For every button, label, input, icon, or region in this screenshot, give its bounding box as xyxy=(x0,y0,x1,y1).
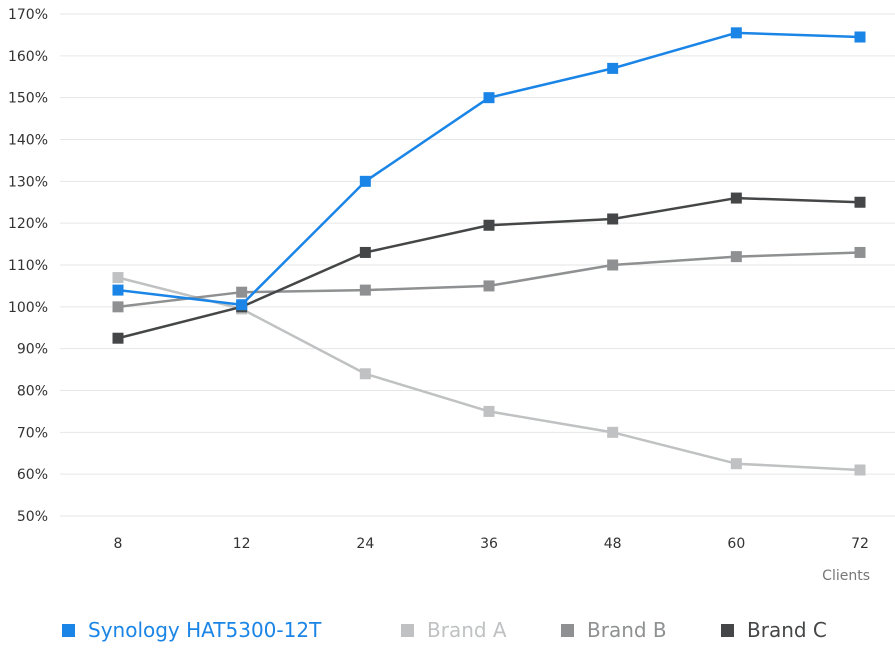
y-tick-label: 170% xyxy=(8,7,48,23)
data-point-marker xyxy=(359,246,371,258)
x-tick-label: 12 xyxy=(233,536,251,552)
x-tick-label: 8 xyxy=(114,536,123,552)
data-point-marker xyxy=(112,284,124,296)
y-tick-label: 80% xyxy=(17,384,48,400)
series-line-2 xyxy=(117,251,861,309)
data-point-marker xyxy=(483,219,495,231)
y-tick-label: 120% xyxy=(8,216,48,232)
data-point-marker xyxy=(359,368,371,380)
legend-swatch-brand-b xyxy=(561,623,574,637)
data-point-marker xyxy=(854,196,866,208)
data-point-marker xyxy=(854,464,866,476)
y-tick-label: 150% xyxy=(8,91,48,107)
data-point-marker xyxy=(236,286,248,298)
y-tick-label: 50% xyxy=(17,509,48,525)
y-tick-label: 140% xyxy=(8,133,48,149)
y-tick-label: 110% xyxy=(8,258,48,274)
legend-label-brand-b: Brand B xyxy=(587,618,667,642)
data-point-marker xyxy=(483,405,495,417)
x-tick-label: 24 xyxy=(356,536,374,552)
data-point-marker xyxy=(730,27,742,39)
data-point-marker xyxy=(359,284,371,296)
legend-item-brand-a[interactable]: Brand A xyxy=(401,618,507,642)
legend-label-synology: Synology HAT5300-12T xyxy=(88,618,322,642)
y-tick-label: 100% xyxy=(8,300,48,316)
data-point-marker xyxy=(607,213,619,225)
data-point-marker xyxy=(730,458,742,470)
y-tick-label: 60% xyxy=(17,467,48,483)
data-point-marker xyxy=(359,175,371,187)
x-tick-label: 60 xyxy=(727,536,745,552)
y-tick-label: 90% xyxy=(17,342,48,358)
data-point-marker xyxy=(112,272,124,284)
data-point-marker xyxy=(236,299,248,311)
data-point-marker xyxy=(730,251,742,263)
series-line-3 xyxy=(117,196,861,340)
legend: Synology HAT5300-12T Brand A Brand B Bra… xyxy=(0,612,895,648)
legend-label-brand-a: Brand A xyxy=(427,618,507,642)
data-point-marker xyxy=(730,192,742,204)
legend-swatch-brand-a xyxy=(401,623,414,637)
x-tick-label: 72 xyxy=(851,536,869,552)
data-point-marker xyxy=(112,332,124,344)
line-chart: 170% 160% 150% 140% 130% 120% 110% 100% 90% 80% 70… xyxy=(8,7,895,584)
data-point-marker xyxy=(112,301,124,313)
y-tick-label: 160% xyxy=(8,49,48,65)
legend-item-synology[interactable]: Synology HAT5300-12T xyxy=(62,618,321,642)
legend-label-brand-c: Brand C xyxy=(747,618,827,642)
data-point-marker xyxy=(607,62,619,74)
y-tick-label: 70% xyxy=(17,425,48,441)
data-point-marker xyxy=(854,31,866,43)
x-tick-label: 36 xyxy=(480,536,498,552)
data-point-marker xyxy=(607,259,619,271)
x-axis-label: Clients xyxy=(822,568,870,584)
series-line-0 xyxy=(117,31,861,306)
data-point-marker xyxy=(483,92,495,104)
legend-item-brand-c[interactable]: Brand C xyxy=(721,618,827,642)
data-point-marker xyxy=(607,426,619,438)
legend-swatch-brand-c xyxy=(721,623,734,637)
legend-item-brand-b[interactable]: Brand B xyxy=(561,618,667,642)
y-tick-label: 130% xyxy=(8,174,48,190)
legend-swatch-synology xyxy=(62,623,75,637)
data-point-marker xyxy=(854,246,866,258)
data-point-marker xyxy=(483,280,495,292)
x-tick-label: 48 xyxy=(604,536,622,552)
